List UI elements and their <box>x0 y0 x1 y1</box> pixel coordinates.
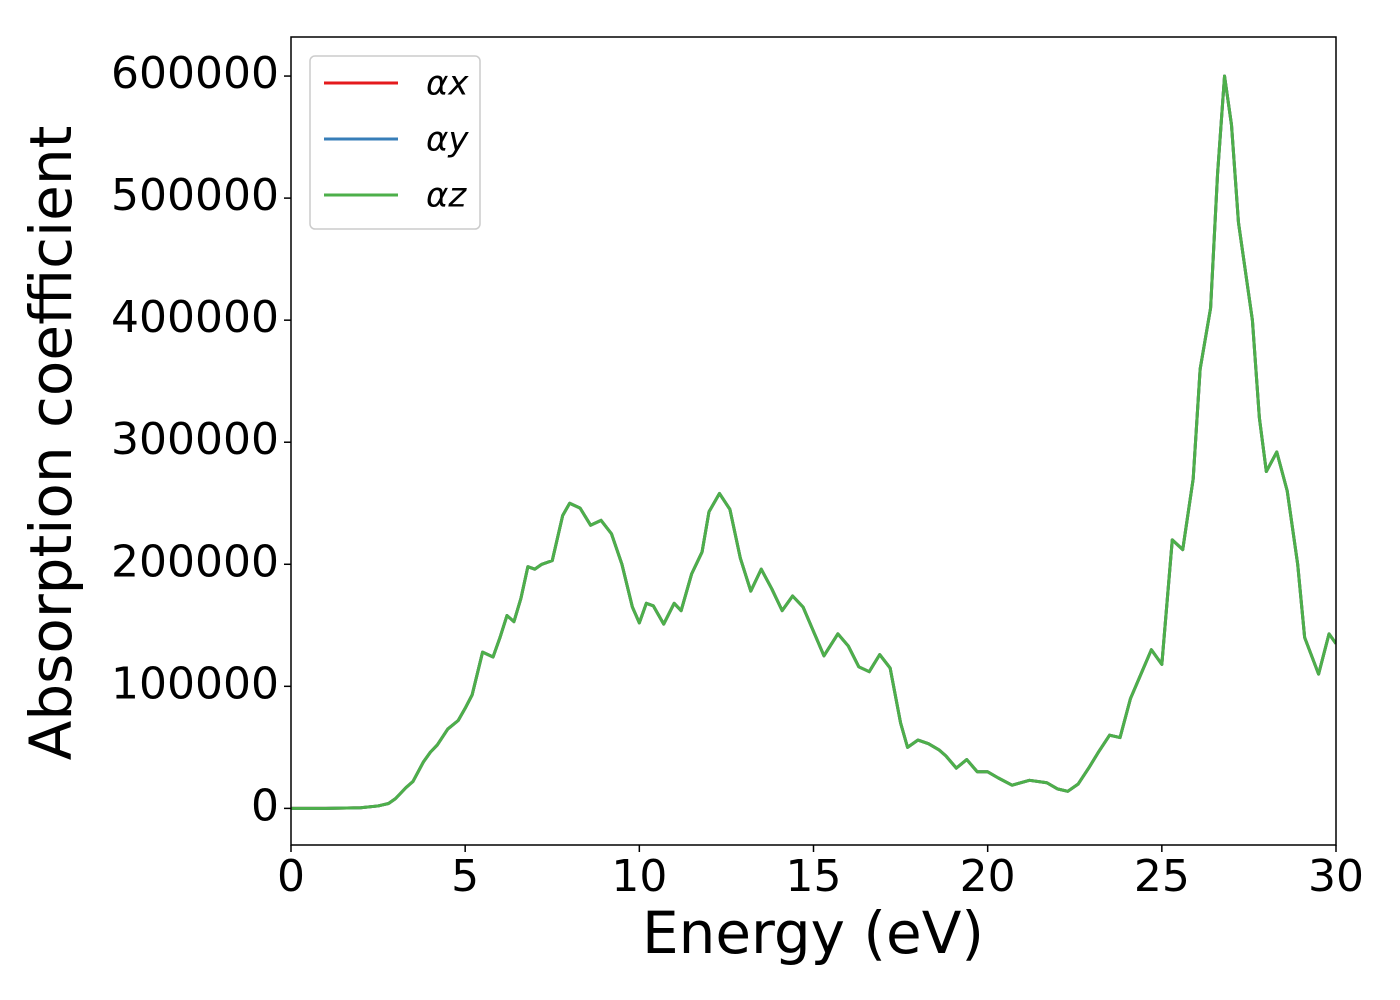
x-tick-label: 15 <box>786 851 842 902</box>
x-tick-label: 20 <box>960 851 1016 902</box>
x-tick-label: 30 <box>1308 851 1364 902</box>
x-tick-label: 5 <box>451 851 479 902</box>
y-tick-label: 600000 <box>111 48 279 99</box>
x-tick-label: 10 <box>611 851 667 902</box>
x-axis-label: Energy (eV) <box>642 899 984 967</box>
legend-box <box>309 55 481 230</box>
y-tick-label: 100000 <box>111 658 279 709</box>
y-tick-label: 300000 <box>111 414 279 465</box>
x-tick-label: 25 <box>1134 851 1190 902</box>
legend-label: αx <box>426 64 469 104</box>
legend-label: αz <box>426 176 467 216</box>
x-tick-label: 0 <box>277 851 305 902</box>
y-tick-label: 200000 <box>111 536 279 587</box>
y-tick-label: 400000 <box>111 292 279 343</box>
plot-frame <box>290 36 1337 846</box>
legend-label: αy <box>426 120 469 160</box>
y-tick-label: 500000 <box>111 170 279 221</box>
y-axis-label: Absorption coefficient <box>17 126 85 761</box>
y-tick-label: 0 <box>251 780 279 831</box>
series-line <box>291 74 1336 810</box>
